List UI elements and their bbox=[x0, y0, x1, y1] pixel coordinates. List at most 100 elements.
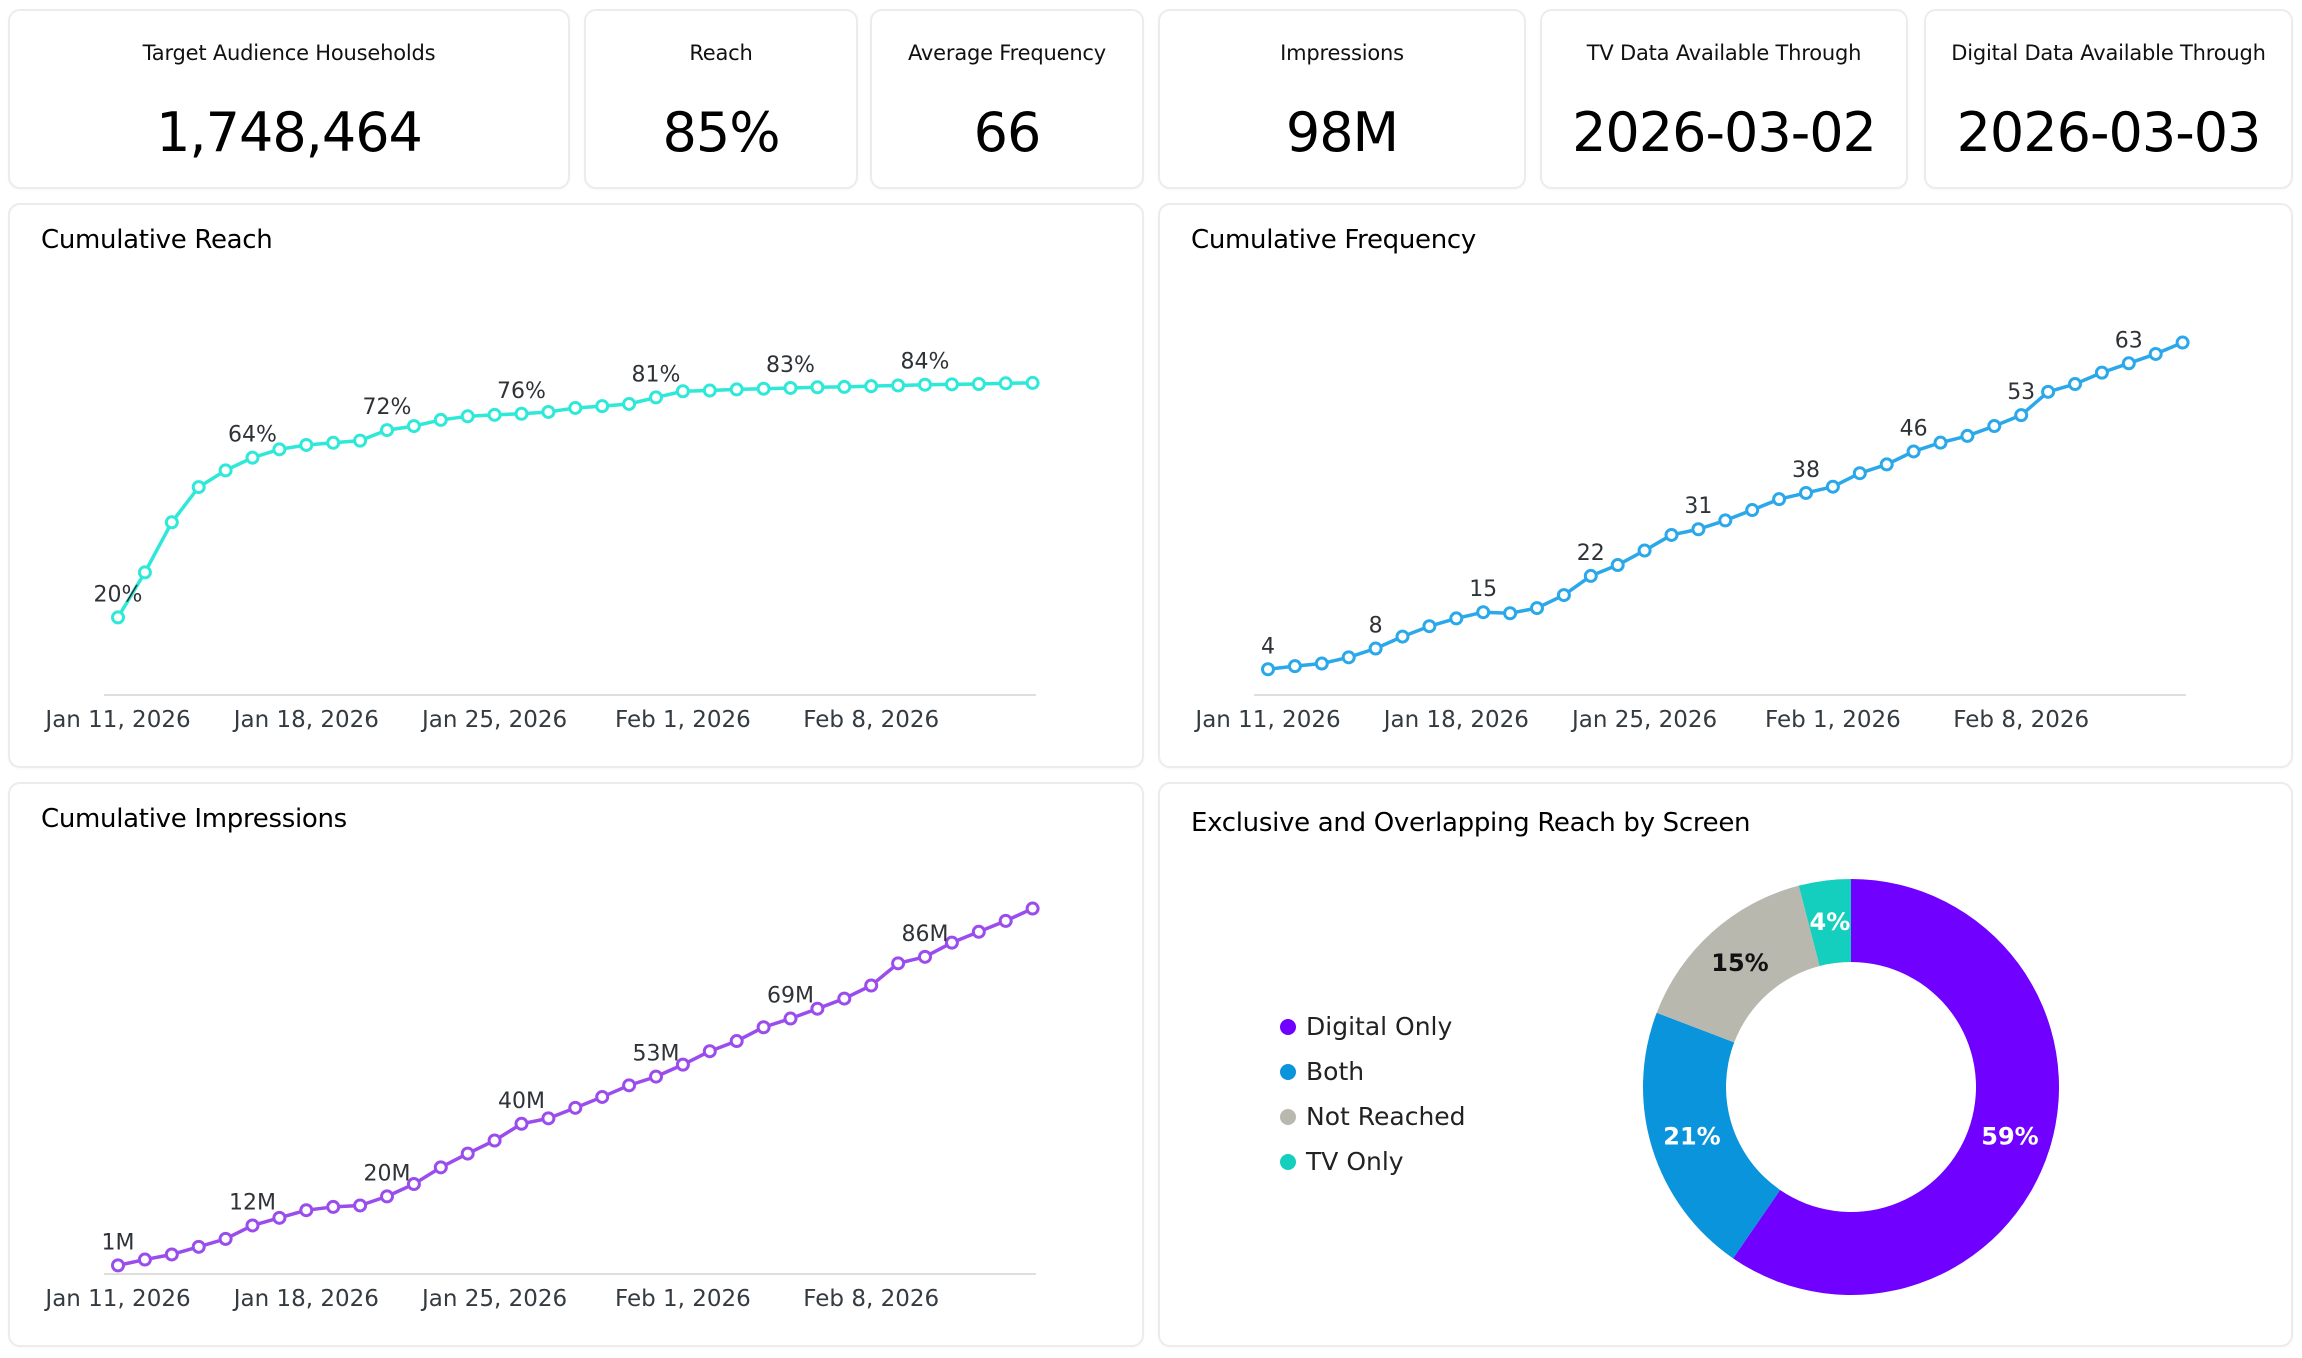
data-point[interactable] bbox=[1422, 619, 1437, 634]
data-point[interactable] bbox=[326, 1199, 341, 1214]
data-point[interactable] bbox=[541, 404, 556, 419]
data-point[interactable] bbox=[568, 1100, 583, 1115]
data-point[interactable] bbox=[164, 1247, 179, 1262]
data-point[interactable] bbox=[729, 382, 744, 397]
data-point[interactable] bbox=[1449, 611, 1464, 626]
data-point[interactable] bbox=[541, 1111, 556, 1126]
data-point[interactable] bbox=[971, 376, 986, 391]
data-point[interactable] bbox=[460, 1146, 475, 1161]
data-point[interactable] bbox=[1341, 650, 1356, 665]
data-point[interactable] bbox=[1772, 492, 1787, 507]
data-point[interactable] bbox=[406, 419, 421, 434]
data-point[interactable] bbox=[1503, 606, 1518, 621]
data-point[interactable] bbox=[2094, 365, 2109, 380]
data-point[interactable] bbox=[944, 377, 959, 392]
data-point[interactable] bbox=[891, 956, 906, 971]
data-point[interactable] bbox=[1691, 522, 1706, 537]
data-point[interactable] bbox=[837, 991, 852, 1006]
data-point[interactable] bbox=[729, 1034, 744, 1049]
data-point[interactable] bbox=[918, 949, 932, 964]
data-point[interactable] bbox=[487, 407, 502, 422]
data-point[interactable] bbox=[891, 378, 906, 393]
data-point[interactable] bbox=[326, 435, 341, 450]
data-point[interactable] bbox=[756, 1020, 771, 1035]
data-point[interactable] bbox=[675, 384, 690, 399]
data-point[interactable] bbox=[137, 565, 152, 580]
data-point[interactable] bbox=[1825, 479, 1840, 494]
data-point[interactable] bbox=[1556, 588, 1571, 603]
data-point[interactable] bbox=[622, 1078, 637, 1093]
data-point[interactable] bbox=[1368, 641, 1383, 656]
data-point[interactable] bbox=[1664, 527, 1679, 542]
data-point[interactable] bbox=[1287, 659, 1302, 674]
data-point[interactable] bbox=[595, 399, 610, 414]
data-point[interactable] bbox=[1879, 457, 1894, 472]
data-point[interactable] bbox=[433, 412, 448, 427]
data-point[interactable] bbox=[1718, 513, 1733, 528]
data-point[interactable] bbox=[245, 1218, 260, 1233]
data-point[interactable] bbox=[164, 515, 179, 530]
data-point[interactable] bbox=[864, 379, 879, 394]
data-point[interactable] bbox=[568, 400, 583, 415]
donut-slice-both[interactable] bbox=[1643, 1012, 1781, 1259]
data-point[interactable] bbox=[1476, 605, 1491, 620]
data-point[interactable] bbox=[380, 423, 394, 438]
data-point[interactable] bbox=[406, 1177, 421, 1192]
data-point[interactable] bbox=[2175, 335, 2190, 350]
data-point[interactable] bbox=[218, 463, 233, 478]
data-point[interactable] bbox=[1960, 428, 1975, 443]
data-point[interactable] bbox=[998, 913, 1013, 928]
data-point[interactable] bbox=[783, 380, 798, 395]
data-point[interactable] bbox=[1395, 629, 1410, 644]
data-point[interactable] bbox=[272, 1210, 287, 1225]
data-point[interactable] bbox=[1637, 543, 1652, 558]
legend-item-both[interactable]: Both bbox=[1280, 1049, 1466, 1094]
donut-slice-digital-only[interactable] bbox=[1733, 879, 2059, 1295]
data-point[interactable] bbox=[2121, 356, 2136, 371]
data-point[interactable] bbox=[810, 380, 825, 395]
data-point[interactable] bbox=[2148, 346, 2163, 361]
data-point[interactable] bbox=[918, 377, 932, 392]
data-point[interactable] bbox=[460, 409, 475, 424]
data-point[interactable] bbox=[810, 1001, 825, 1016]
data-point[interactable] bbox=[1852, 466, 1867, 481]
data-point[interactable] bbox=[649, 390, 663, 405]
data-point[interactable] bbox=[1583, 568, 1598, 583]
data-point[interactable] bbox=[191, 1239, 206, 1254]
data-point[interactable] bbox=[702, 383, 717, 398]
data-point[interactable] bbox=[218, 1231, 233, 1246]
data-point[interactable] bbox=[111, 610, 125, 625]
data-point[interactable] bbox=[837, 379, 852, 394]
data-point[interactable] bbox=[111, 1258, 125, 1273]
data-point[interactable] bbox=[2068, 377, 2082, 392]
data-point[interactable] bbox=[433, 1160, 448, 1175]
data-point[interactable] bbox=[2014, 408, 2029, 423]
data-point[interactable] bbox=[272, 442, 287, 457]
legend-item-tv-only[interactable]: TV Only bbox=[1280, 1139, 1466, 1184]
data-point[interactable] bbox=[353, 433, 368, 448]
data-point[interactable] bbox=[299, 437, 314, 452]
legend-item-not-reached[interactable]: Not Reached bbox=[1280, 1094, 1466, 1139]
data-point[interactable] bbox=[245, 450, 260, 465]
data-point[interactable] bbox=[514, 1116, 529, 1131]
data-point[interactable] bbox=[1025, 901, 1040, 916]
data-point[interactable] bbox=[137, 1252, 152, 1267]
data-point[interactable] bbox=[1025, 375, 1040, 390]
data-point[interactable] bbox=[756, 381, 771, 396]
data-point[interactable] bbox=[487, 1133, 502, 1148]
data-point[interactable] bbox=[1933, 435, 1948, 450]
data-point[interactable] bbox=[649, 1069, 663, 1084]
data-point[interactable] bbox=[971, 924, 986, 939]
data-point[interactable] bbox=[944, 935, 959, 950]
data-point[interactable] bbox=[353, 1198, 368, 1213]
data-point[interactable] bbox=[1261, 662, 1275, 677]
data-point[interactable] bbox=[783, 1011, 798, 1026]
data-point[interactable] bbox=[2041, 384, 2056, 399]
data-point[interactable] bbox=[1799, 485, 1813, 500]
legend-item-digital-only[interactable]: Digital Only bbox=[1280, 1004, 1466, 1049]
data-point[interactable] bbox=[1610, 558, 1625, 573]
data-point[interactable] bbox=[595, 1089, 610, 1104]
donut-slice-tv-only[interactable] bbox=[1798, 879, 1851, 967]
data-point[interactable] bbox=[299, 1203, 314, 1218]
data-point[interactable] bbox=[380, 1189, 394, 1204]
